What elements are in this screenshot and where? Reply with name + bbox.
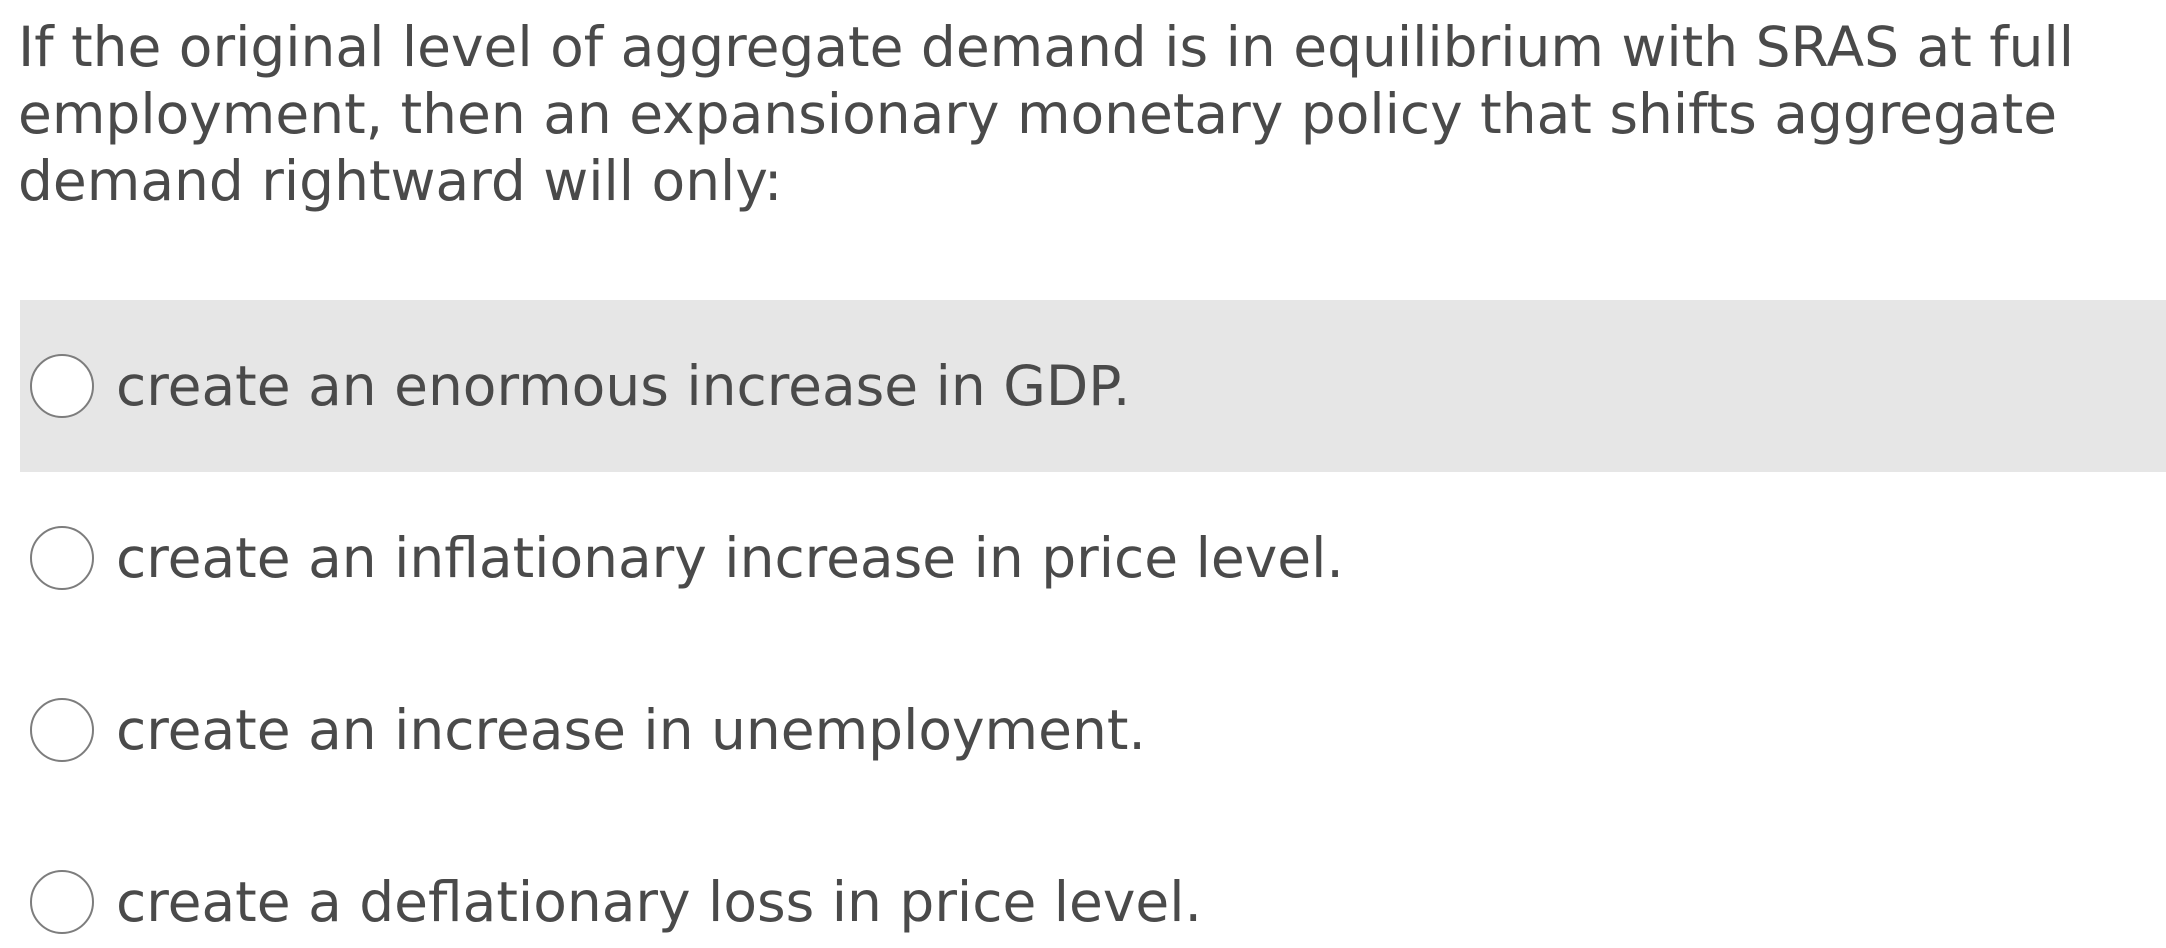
radio-button-1[interactable] xyxy=(30,354,94,418)
radio-button-4[interactable] xyxy=(30,870,94,934)
answer-option-label-3: create an increase in unemployment. xyxy=(116,698,1146,762)
answer-option-4[interactable]: create a deflationary loss in price leve… xyxy=(20,816,2166,948)
answer-option-label-2: create an inflationary increase in price… xyxy=(116,526,1344,590)
answer-option-label-1: create an enormous increase in GDP. xyxy=(116,354,1131,418)
answer-option-label-4: create a deflationary loss in price leve… xyxy=(116,870,1203,934)
radio-button-2[interactable] xyxy=(30,526,94,590)
radio-button-3[interactable] xyxy=(30,698,94,762)
answer-option-3[interactable]: create an increase in unemployment. xyxy=(20,644,2166,816)
question-text: If the original level of aggregate deman… xyxy=(18,15,2075,213)
answer-option-1[interactable]: create an enormous increase in GDP. xyxy=(20,300,2166,472)
answer-option-2[interactable]: create an inflationary increase in price… xyxy=(20,472,2166,644)
